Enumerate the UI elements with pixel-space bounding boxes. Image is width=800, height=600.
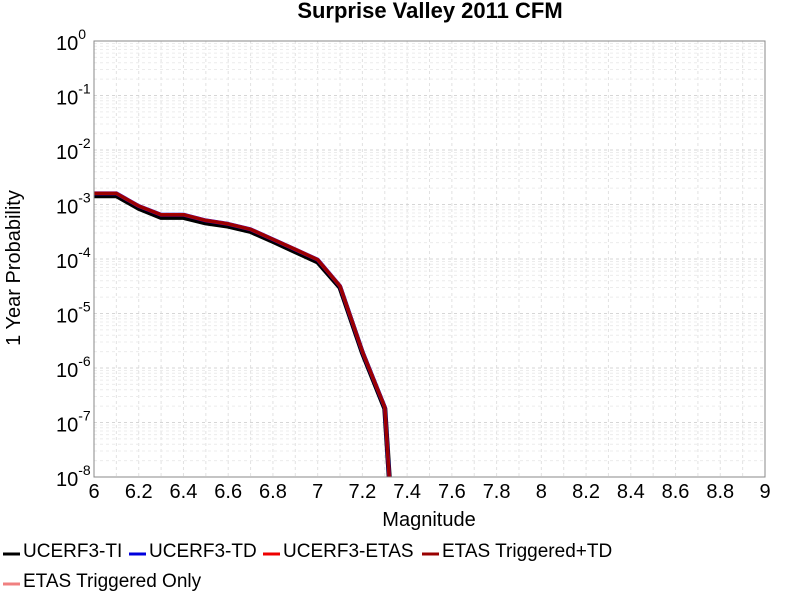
legend-entry: UCERF3-TD: [149, 541, 257, 562]
x-tick-label: 8.2: [572, 481, 600, 503]
x-tick-label: 8: [536, 481, 547, 503]
legend: UCERF3-TI UCERF3-TD UCERF3-ETAS ETAS Trigge…: [3, 541, 612, 592]
x-tick-label: 7: [312, 481, 323, 503]
y-tick-label: 10-6: [56, 353, 91, 382]
x-tick-label: 7.8: [483, 481, 511, 503]
y-tick-label: 10-3: [56, 190, 91, 219]
x-tick-label: 6.8: [259, 481, 287, 503]
y-tick-label: 10-5: [56, 299, 91, 328]
x-tick-label: 7.2: [348, 481, 376, 503]
x-tick-label: 9: [759, 481, 770, 503]
legend-entry: UCERF3-TI: [23, 541, 122, 562]
y-tick-label: 10-2: [56, 135, 91, 164]
x-axis-label: Magnitude: [382, 509, 475, 531]
grid-lines: [93, 41, 766, 478]
y-tick-label: 10-7: [56, 408, 91, 437]
x-tick-label: 6.2: [125, 481, 153, 503]
plot-frame: [93, 40, 766, 478]
y-tick-label: 100: [56, 26, 86, 55]
x-tick-label: 8.6: [662, 481, 690, 503]
x-tick-label: 8.4: [617, 481, 645, 503]
x-tick-label: 7.4: [393, 481, 421, 503]
x-tick-label: 7.6: [438, 481, 466, 503]
y-axis-label: 1 Year Probability: [3, 190, 25, 346]
y-tick-labels: 100 10-1 10-2 10-3 10-4 10-5 10-6 10-7 10-8: [56, 26, 91, 491]
legend-entry: UCERF3-ETAS: [283, 541, 414, 562]
x-tick-label: 6.4: [170, 481, 198, 503]
series-line-3: [94, 191, 391, 478]
legend-entry: ETAS Triggered Only: [23, 571, 202, 592]
y-tick-label: 10-4: [56, 244, 91, 273]
x-tick-label: 6.6: [214, 481, 242, 503]
y-tick-label: 10-8: [56, 462, 91, 491]
series-lines: [94, 191, 392, 478]
legend-entry: ETAS Triggered+TD: [442, 541, 612, 562]
x-tick-label: 6: [88, 481, 99, 503]
y-tick-label: 10-1: [56, 81, 91, 110]
x-tick-labels: 6 6.2 6.4 6.6 6.8 7 7.2 7.4 7.6 7.8 8 8.2 8.4 8.6 8.8 9: [88, 481, 770, 503]
x-tick-label: 8.8: [706, 481, 734, 503]
chart-title: Surprise Valley 2011 CFM: [297, 0, 562, 23]
